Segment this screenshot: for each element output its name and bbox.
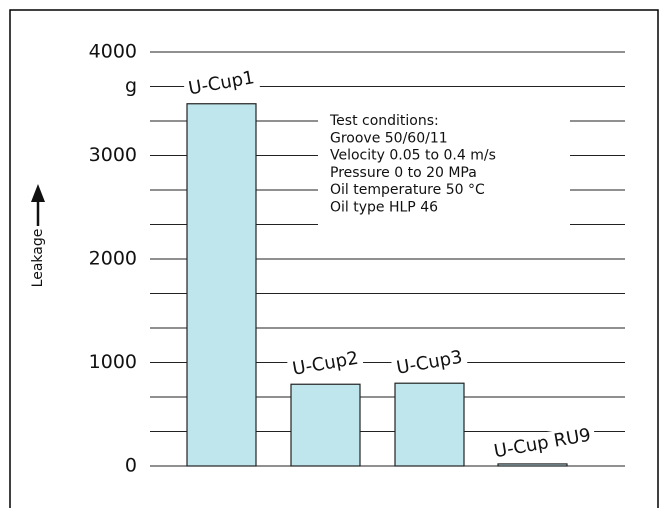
annotation-bg xyxy=(318,100,570,234)
category-label-group: U-Cup2 xyxy=(286,346,364,381)
category-label: U-Cup RU9 xyxy=(492,425,592,463)
category-label: U-Cup3 xyxy=(395,347,464,379)
category-label-group: U-Cup3 xyxy=(390,345,468,380)
bar xyxy=(394,382,465,467)
bar xyxy=(497,463,568,467)
y-tick-label: 4000 xyxy=(89,41,137,63)
annotation-line: Oil temperature 50 °C xyxy=(330,182,485,198)
bars xyxy=(186,103,568,467)
labels: 0 1000 2000 3000 4000 g Test conditions:Groove… xyxy=(89,41,597,477)
annotation-line: Groove 50/60/11 xyxy=(330,130,448,146)
bar xyxy=(186,103,257,467)
category-label-bg xyxy=(286,346,364,381)
category-label-bg xyxy=(182,66,260,101)
category-label-bg xyxy=(390,345,468,380)
category-label-bg xyxy=(488,423,597,463)
annotation-line: Oil type HLP 46 xyxy=(330,200,438,216)
category-label-group: U-Cup1 xyxy=(182,66,260,101)
category-label-group: U-Cup RU9 xyxy=(488,423,597,463)
category-label: U-Cup2 xyxy=(291,348,360,380)
annotation-line: Velocity 0.05 to 0.4 m/s xyxy=(330,148,496,164)
y-axis-label: Leakage xyxy=(30,229,46,288)
y-unit: g xyxy=(125,75,137,97)
annotation-line: Test conditions: xyxy=(329,113,439,129)
y-tick-label: 0 xyxy=(125,455,137,477)
frame xyxy=(9,9,659,508)
y-tick-label: 3000 xyxy=(89,144,137,166)
bar xyxy=(290,383,361,467)
y-tick-label: 2000 xyxy=(89,248,137,270)
y-tick-label: 1000 xyxy=(89,351,137,373)
category-label: U-Cup1 xyxy=(187,67,256,99)
annotation-line: Pressure 0 to 20 MPa xyxy=(330,165,477,181)
y-arrow xyxy=(31,184,45,226)
